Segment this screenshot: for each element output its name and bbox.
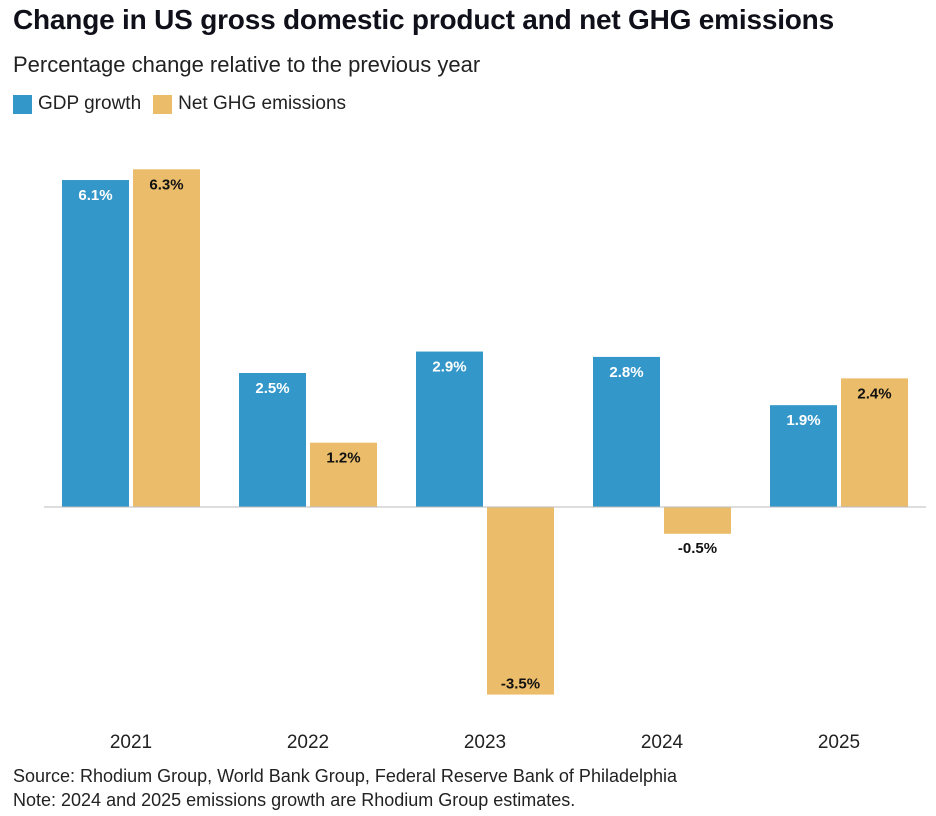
data-label: 2.9%	[432, 359, 466, 376]
bar-gdp-2022	[239, 373, 306, 507]
bar-ghg-2025	[841, 378, 908, 507]
x-tick-label: 2023	[464, 732, 506, 753]
legend-swatch-gdp	[13, 94, 32, 114]
data-label: 1.9%	[786, 412, 820, 429]
legend-label-ghg: Net GHG emissions	[178, 93, 347, 114]
legend-item-gdp: GDP growth	[13, 93, 141, 115]
data-label: 2.8%	[609, 364, 643, 381]
bar-ghg-2021	[133, 169, 200, 507]
data-label: -3.5%	[501, 676, 540, 693]
bar-ghg-2022	[310, 442, 377, 507]
footnote: Note: 2024 and 2025 emissions growth are…	[13, 790, 576, 810]
bar-gdp-2021	[62, 180, 129, 508]
bar-gdp-2023	[416, 351, 483, 507]
data-label: -0.5%	[678, 540, 717, 557]
chart-subtitle: Percentage change relative to the previo…	[13, 52, 481, 77]
data-label: 6.3%	[149, 176, 183, 193]
chart-title: Change in US gross domestic product and …	[13, 4, 834, 35]
source-note: Source: Rhodium Group, World Bank Group,…	[13, 766, 678, 786]
data-label: 1.2%	[326, 450, 360, 467]
bar-ghg-2024	[664, 507, 731, 534]
legend-label-gdp: GDP growth	[38, 93, 142, 114]
bar-gdp-2024	[593, 356, 660, 507]
x-tick-label: 2024	[641, 732, 684, 753]
data-label: 2.4%	[857, 385, 891, 402]
x-tick-label: 2025	[818, 732, 860, 753]
data-label: 6.1%	[78, 187, 112, 204]
legend-item-ghg: Net GHG emissions	[153, 93, 346, 115]
bar-ghg-2023	[487, 507, 554, 695]
x-tick-label: 2022	[287, 732, 329, 753]
x-tick-label: 2021	[110, 732, 152, 753]
legend: GDP growth Net GHG emissions	[13, 93, 350, 115]
data-label: 2.5%	[255, 380, 289, 397]
bar-gdp-2025	[770, 405, 837, 507]
legend-swatch-ghg	[153, 94, 173, 114]
